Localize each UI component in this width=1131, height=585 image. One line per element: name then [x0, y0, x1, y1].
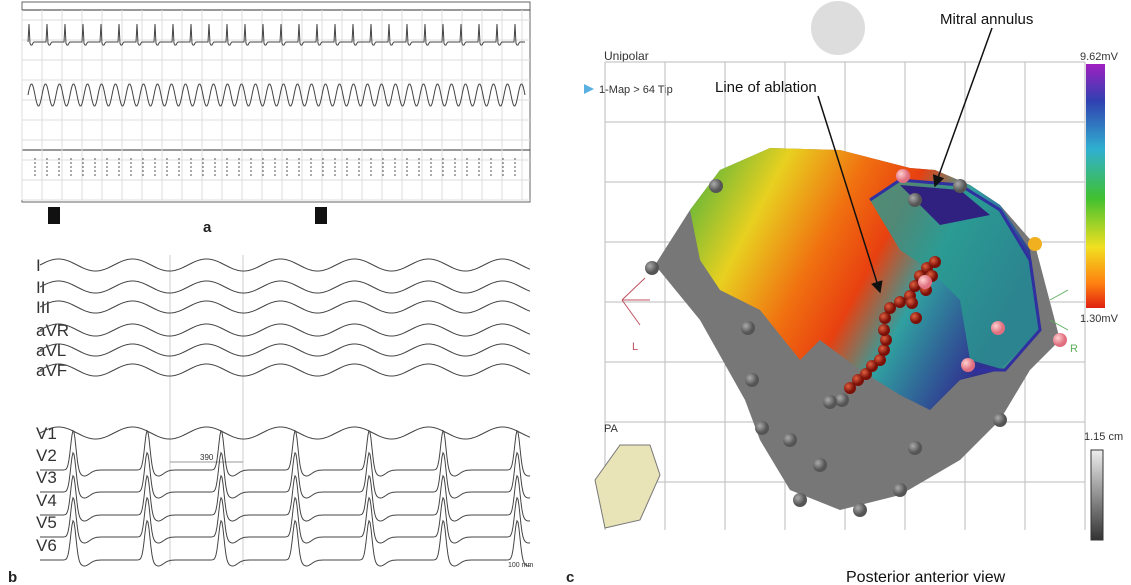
- annotation: Line of ablation: [715, 79, 817, 96]
- ecg-trace: [40, 427, 530, 439]
- lead-label: V5: [36, 513, 57, 532]
- ecg-trace: [40, 281, 530, 293]
- electrode: [908, 193, 922, 207]
- ablation-point: [880, 334, 892, 346]
- electrode: [893, 483, 907, 497]
- electrode: [918, 275, 932, 289]
- lead-label: V2: [36, 446, 57, 465]
- annotation: Mitral annulus: [940, 11, 1033, 28]
- scale-min: 1.30mV: [1080, 313, 1119, 325]
- axis-label: R: [1070, 343, 1078, 355]
- ablation-point: [894, 296, 906, 308]
- electrode: [813, 458, 827, 472]
- electrode: [793, 493, 807, 507]
- electrode: [645, 261, 659, 275]
- map-name: 1-Map > 64 Tip: [599, 84, 673, 96]
- electrode: [993, 413, 1007, 427]
- electrode: [835, 393, 849, 407]
- ablation-point: [906, 297, 918, 309]
- map-icon: [584, 84, 594, 94]
- ecg-trace: [40, 344, 530, 356]
- panel-a: a: [22, 2, 530, 236]
- marker: [315, 207, 327, 224]
- mode: Unipolar: [604, 49, 649, 63]
- lead-label: aVR: [36, 321, 69, 340]
- arrow: [935, 28, 992, 186]
- ecg-trace: [40, 324, 530, 336]
- panel-c: Unipolar 1-Map > 64 Tip Line of ablation…: [566, 1, 1123, 585]
- ablation-point: [878, 344, 890, 356]
- electrode: [953, 179, 967, 193]
- panel-label: a: [203, 219, 212, 236]
- electrode: [896, 169, 910, 183]
- electrode: [853, 503, 867, 517]
- lead-label: III: [36, 298, 50, 317]
- ablation-point: [878, 324, 890, 336]
- electrode: [755, 421, 769, 435]
- electrode: [991, 321, 1005, 335]
- strip-frame: [22, 2, 530, 202]
- ablation-point: [929, 256, 941, 268]
- lead-label: V1: [36, 424, 57, 443]
- orientation-sphere: [811, 1, 865, 55]
- lead-label: II: [36, 278, 45, 297]
- lead-label: V4: [36, 491, 57, 510]
- electrode: [783, 433, 797, 447]
- ablation-point: [884, 302, 896, 314]
- interval: 390: [200, 453, 214, 462]
- electrode: [908, 441, 922, 455]
- lead-label: I: [36, 256, 41, 275]
- color-scale: [1086, 64, 1105, 308]
- electrode: [961, 358, 975, 372]
- electrode: [823, 395, 837, 409]
- ecg-trace: [40, 364, 530, 376]
- lead-label: V6: [36, 536, 57, 555]
- panel-label: b: [8, 569, 17, 585]
- figure: a 390 100 mm b IIIIIIaVRaVLaVFV1V2V3V4V5…: [0, 0, 1131, 585]
- axis-label: L: [632, 341, 638, 353]
- caption: Posterior anterior view: [846, 569, 1006, 585]
- electrode: [1028, 237, 1042, 251]
- ablation-point: [910, 312, 922, 324]
- marker: [48, 207, 60, 224]
- electrode: [745, 373, 759, 387]
- scale-max: 9.62mV: [1080, 51, 1119, 63]
- ecg-trace: [40, 259, 530, 271]
- panel-label: c: [566, 569, 574, 585]
- electrode: [741, 321, 755, 335]
- ecg-trace: [40, 476, 530, 521]
- distance-bar: [1091, 450, 1103, 540]
- view: PA: [604, 423, 619, 435]
- lead-label: V3: [36, 468, 57, 487]
- electrode: [709, 179, 723, 193]
- ecg-trace: [40, 301, 530, 313]
- ecg-trace: [40, 521, 530, 566]
- electrode: [1053, 333, 1067, 347]
- distance: 1.15 cm: [1084, 431, 1123, 443]
